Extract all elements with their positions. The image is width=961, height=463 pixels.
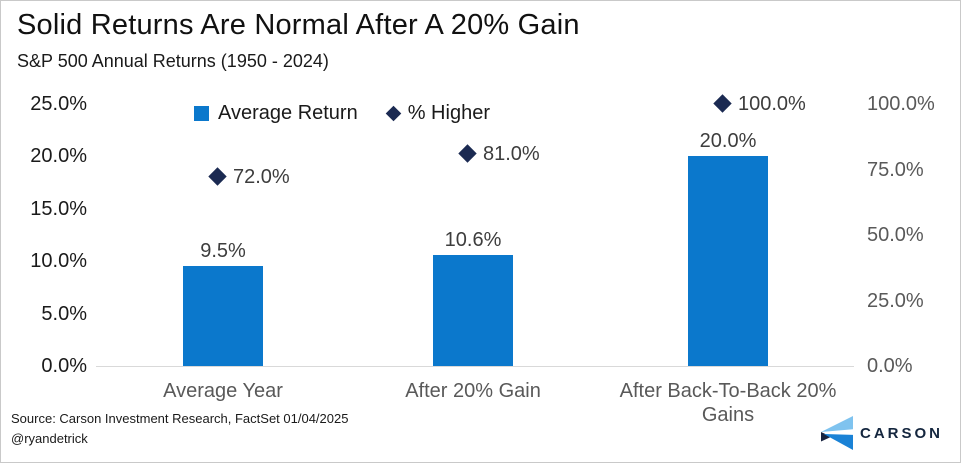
bar-average-year bbox=[183, 266, 263, 366]
bar-after-20pct-gain bbox=[433, 254, 513, 366]
legend-label: % Higher bbox=[407, 102, 490, 124]
y-axis-tick-left: 0.0% bbox=[41, 355, 87, 377]
y-axis-tick-left: 15.0% bbox=[30, 197, 87, 220]
y-axis-tick-left: 20.0% bbox=[30, 145, 87, 168]
y-axis-tick-left: 10.0% bbox=[30, 250, 87, 273]
y-axis-tick-right: 100.0% bbox=[867, 93, 935, 115]
y-axis-tick-right: 75.0% bbox=[867, 158, 924, 181]
legend-label: Average Return bbox=[218, 102, 358, 124]
y-axis-tick-right: 25.0% bbox=[867, 289, 924, 312]
bar-value-label: 20.0% bbox=[699, 130, 757, 153]
x-axis-label: After Back-To-Back 20% Gains bbox=[619, 380, 837, 426]
x-axis-baseline bbox=[96, 366, 854, 367]
legend-item-average-return: Average Return bbox=[194, 102, 358, 125]
point-value-label: 100.0% bbox=[738, 93, 806, 115]
point-value-label: 81.0% bbox=[483, 142, 540, 165]
page-subtitle: S&P 500 Annual Returns (1950 - 2024) bbox=[17, 51, 329, 71]
y-axis-tick-left: 5.0% bbox=[41, 302, 87, 325]
x-axis-label: Average Year bbox=[163, 380, 283, 402]
carson-wordmark: CARSON bbox=[860, 424, 944, 442]
bar-after-back-to-back bbox=[688, 156, 768, 366]
legend-square-icon bbox=[194, 106, 209, 121]
legend: Average Return % Higher bbox=[194, 102, 490, 125]
x-axis-label: After 20% Gain bbox=[405, 380, 541, 402]
legend-item-pct-higher: % Higher bbox=[385, 102, 490, 125]
legend-diamond-icon bbox=[385, 105, 401, 122]
diamond-marker-icon bbox=[713, 94, 732, 113]
point-value-label: 72.0% bbox=[233, 166, 290, 189]
y-axis-tick-left: 25.0% bbox=[30, 93, 87, 115]
carson-logo-icon bbox=[821, 416, 853, 450]
y-axis-tick-right: 0.0% bbox=[867, 355, 913, 377]
carson-logo: CARSON bbox=[821, 416, 943, 450]
diamond-marker-icon bbox=[208, 167, 227, 187]
twitter-handle: @ryandetrick bbox=[11, 431, 88, 446]
diamond-marker-icon bbox=[458, 144, 477, 163]
bar-value-label: 10.6% bbox=[444, 228, 502, 251]
page-title: Solid Returns Are Normal After A 20% Gai… bbox=[17, 9, 580, 41]
bar-value-label: 9.5% bbox=[200, 240, 246, 263]
y-axis-tick-right: 50.0% bbox=[867, 224, 924, 246]
source-text: Source: Carson Investment Research, Fact… bbox=[11, 411, 349, 426]
